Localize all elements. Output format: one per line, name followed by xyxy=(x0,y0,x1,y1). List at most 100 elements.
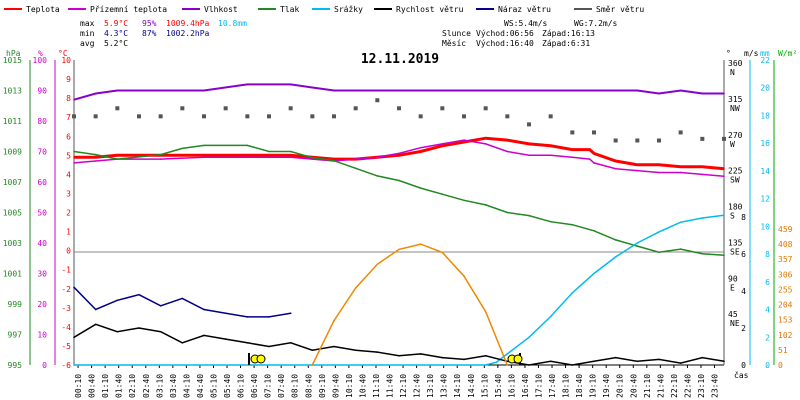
series-point-teplota xyxy=(203,154,205,157)
stat-min-hum: 87% xyxy=(142,29,157,38)
celsius-tick-label: 6 xyxy=(66,132,71,141)
celsius-tick-label: 10 xyxy=(61,56,71,65)
series-point-tlak xyxy=(723,254,725,256)
series-point-tlak xyxy=(376,175,379,177)
wind-direction-point xyxy=(635,138,640,143)
series-point-tlak xyxy=(311,156,314,159)
wind-direction-point xyxy=(93,114,98,119)
x-tick-label: 19:40 xyxy=(602,374,611,398)
x-tick-label: 00:40 xyxy=(88,374,97,398)
mm-tick-label: 6 xyxy=(765,278,770,287)
x-tick-label: 15:40 xyxy=(494,374,503,398)
pct-tick-label: 20 xyxy=(37,300,47,309)
series-point-vlhkost xyxy=(679,89,682,92)
stats-block: max 5.9°C 95% 1009.4hPa 10.8mm min 4.3°C… xyxy=(80,19,247,48)
hpa-tick-label: 1003 xyxy=(3,239,22,248)
series-point-tlak xyxy=(73,150,75,153)
stat-avg-temp: 5.2°C xyxy=(104,39,128,48)
pct-tick-label: 10 xyxy=(37,331,47,340)
series-point-naraz-vetru xyxy=(94,308,97,311)
dir-tick-deg: 45 xyxy=(728,310,738,319)
wind-direction-point xyxy=(375,98,380,103)
series-point-rychlost-vetru xyxy=(354,349,357,352)
series-point-srazky xyxy=(614,256,617,258)
dir-tick-name: SW xyxy=(730,176,740,185)
x-tick-label: 19:10 xyxy=(589,374,598,398)
pct-tick-label: 0 xyxy=(42,361,47,370)
series-point-naraz-vetru xyxy=(203,308,205,311)
series-point-vlhkost xyxy=(463,89,465,92)
mm-tick-label: 2 xyxy=(765,333,770,342)
x-tick-label: 01:40 xyxy=(115,374,124,398)
series-point-slunecni-zareni xyxy=(311,364,314,366)
series-point-tlak xyxy=(636,245,639,247)
series-point-prizemni-teplota xyxy=(528,154,530,157)
series-point-slunecni-zareni xyxy=(333,319,335,322)
series-point-vlhkost xyxy=(658,92,660,95)
series-point-vlhkost xyxy=(593,89,595,92)
moon-label: Měsíc xyxy=(442,39,466,48)
ms-tick-label: 4 xyxy=(741,287,746,296)
mm-tick-label: 10 xyxy=(760,222,770,231)
series-point-teplota xyxy=(723,167,725,170)
series-point-teplota xyxy=(528,143,530,145)
series-point-tlak xyxy=(181,147,184,150)
series-point-srazky xyxy=(528,336,530,339)
series-point-tlak xyxy=(441,193,444,195)
series-point-rychlost-vetru xyxy=(159,330,162,333)
series-point-tlak xyxy=(679,248,682,250)
series-point-tlak xyxy=(159,153,162,156)
series-point-prizemni-teplota xyxy=(679,171,682,174)
wm2-tick-label: 255 xyxy=(778,285,793,294)
series-point-prizemni-teplota xyxy=(203,156,205,158)
x-tick-label: 23:40 xyxy=(711,374,720,398)
series-point-naraz-vetru xyxy=(181,297,184,300)
series-point-rychlost-vetru xyxy=(463,358,465,361)
mm-tick-label: 0 xyxy=(765,361,770,370)
celsius-tick-label: -1 xyxy=(61,266,71,275)
celsius-tick-label: 7 xyxy=(66,113,71,122)
mm-tick-label: 12 xyxy=(760,195,770,204)
wm2-tick-label: 204 xyxy=(778,301,793,310)
dir-tick-deg: 315 xyxy=(728,95,743,104)
series-point-naraz-vetru xyxy=(138,293,140,296)
axis-unit-pct: % xyxy=(38,49,43,58)
x-tick-label: 02:10 xyxy=(128,374,137,398)
stat-max-label: max xyxy=(80,19,95,28)
series-point-slunecni-zareni xyxy=(484,310,487,313)
series-point-naraz-vetru xyxy=(116,299,119,302)
series-point-tlak xyxy=(571,223,574,226)
series-point-vlhkost xyxy=(246,83,249,86)
wm2-tick-label: 102 xyxy=(778,331,793,340)
series-point-prizemni-teplota xyxy=(419,146,422,149)
moon-icon xyxy=(513,354,523,364)
series-point-vlhkost xyxy=(376,89,379,92)
series-point-rychlost-vetru xyxy=(528,364,530,366)
hpa-tick-label: 1009 xyxy=(3,148,22,157)
dir-tick-deg: 225 xyxy=(728,167,743,176)
mm-tick-label: 18 xyxy=(760,111,770,120)
series-point-teplota xyxy=(588,148,591,151)
legend-label-srazky: Srážky xyxy=(334,5,363,14)
series-point-teplota xyxy=(571,148,574,151)
stat-max-rain: 10.8mm xyxy=(218,19,247,28)
sunrise-marker xyxy=(248,353,250,365)
wind-direction-point xyxy=(722,136,726,141)
wind-direction-layer xyxy=(72,98,726,143)
series-point-naraz-vetru xyxy=(268,316,270,318)
series-point-vlhkost xyxy=(701,92,704,95)
dir-tick-name: W xyxy=(730,140,735,149)
series-line-vlhkost xyxy=(73,83,724,101)
dir-tick-name: NE xyxy=(730,319,740,328)
x-axis-label: čas xyxy=(734,370,749,380)
dir-tick-name: SE xyxy=(730,247,740,256)
x-tick-label: 02:40 xyxy=(142,374,151,398)
x-tick-label: 13:40 xyxy=(440,374,449,398)
legend-label-tlak: Tlak xyxy=(280,5,299,14)
series-point-teplota xyxy=(289,154,292,157)
wm2-tick-label: 0 xyxy=(778,361,783,370)
axis-unit-ms: m/s xyxy=(744,49,759,58)
hpa-tick-label: 1011 xyxy=(3,117,22,126)
series-line-teplota xyxy=(74,136,725,171)
legend-label-smer-vetru: Směr větru xyxy=(596,5,644,14)
